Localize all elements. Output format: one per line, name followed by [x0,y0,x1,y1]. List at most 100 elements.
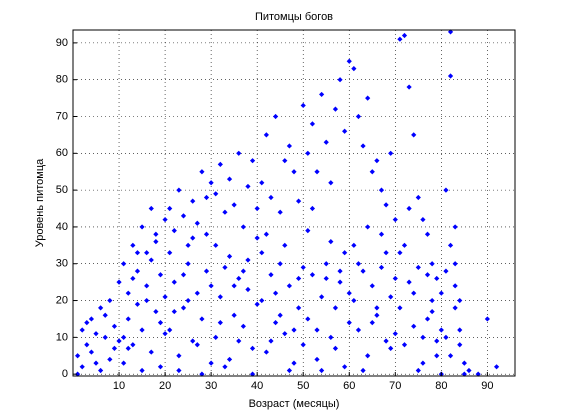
point [240,224,246,230]
y-tick-label: 90 [56,37,68,49]
point [300,264,306,271]
point [351,242,357,248]
point [144,283,150,289]
x-tick-label: 60 [343,380,355,392]
point [268,338,274,344]
point [305,228,311,234]
point [342,128,348,134]
point [176,353,182,359]
point [98,305,104,311]
point [180,305,187,311]
point [443,268,449,274]
point [203,268,210,274]
point [203,194,210,201]
point [194,342,200,348]
point [208,360,214,366]
point [429,261,435,267]
point [144,250,150,256]
point [79,364,85,370]
y-tick-label: 20 [56,294,68,306]
point [203,231,210,237]
point [134,301,141,307]
point [337,268,343,274]
point [420,360,426,366]
point [378,264,385,271]
x-tick-label: 50 [297,380,309,392]
point [102,334,108,340]
point [171,228,177,234]
point [190,198,196,204]
point [194,220,200,226]
point [226,253,233,259]
point [217,161,223,167]
point [314,327,320,333]
x-tick-label: 20 [159,380,171,392]
point [88,316,95,322]
point [392,216,398,223]
point [222,209,228,215]
point [369,169,375,175]
x-tick-label: 90 [481,380,493,392]
point [383,202,389,208]
point [249,158,256,164]
point [443,187,449,193]
point [328,334,334,340]
point [121,360,127,366]
x-tick-label: 30 [205,380,217,392]
point [263,231,269,237]
point [254,235,260,241]
point [424,231,431,237]
point [309,205,316,212]
point [217,320,223,326]
point [185,261,191,267]
point [185,297,191,304]
point [397,305,403,311]
point [171,279,177,285]
point [447,29,454,35]
point [144,297,150,304]
point [139,327,145,333]
point [388,294,394,300]
point [199,371,205,377]
point [102,312,108,318]
point [397,250,403,256]
point [346,290,352,296]
point [111,323,118,329]
point [272,113,279,120]
point [282,331,288,337]
point [438,327,444,333]
point [457,297,463,304]
point [236,275,242,282]
point [286,367,292,374]
point [268,272,274,278]
point [434,338,440,344]
point [125,345,131,351]
point [346,58,352,64]
point [365,353,371,359]
point [457,327,463,333]
point [245,183,251,190]
point [286,143,292,149]
point [397,36,403,42]
point [424,272,431,278]
point [411,132,417,138]
point [406,205,412,212]
point [296,305,302,311]
point [291,360,297,366]
point [392,275,398,282]
point [130,342,136,348]
point [332,305,339,311]
y-tick-label: 40 [56,221,68,233]
chart-title: Питомцы богов [255,11,333,23]
point [351,297,357,304]
point [231,283,237,289]
point [282,158,288,164]
point [392,331,398,337]
point [240,323,246,329]
point [130,275,136,282]
point [309,121,316,127]
point [153,231,159,237]
point [190,338,196,344]
point [107,356,113,363]
x-tick-label: 40 [251,380,263,392]
